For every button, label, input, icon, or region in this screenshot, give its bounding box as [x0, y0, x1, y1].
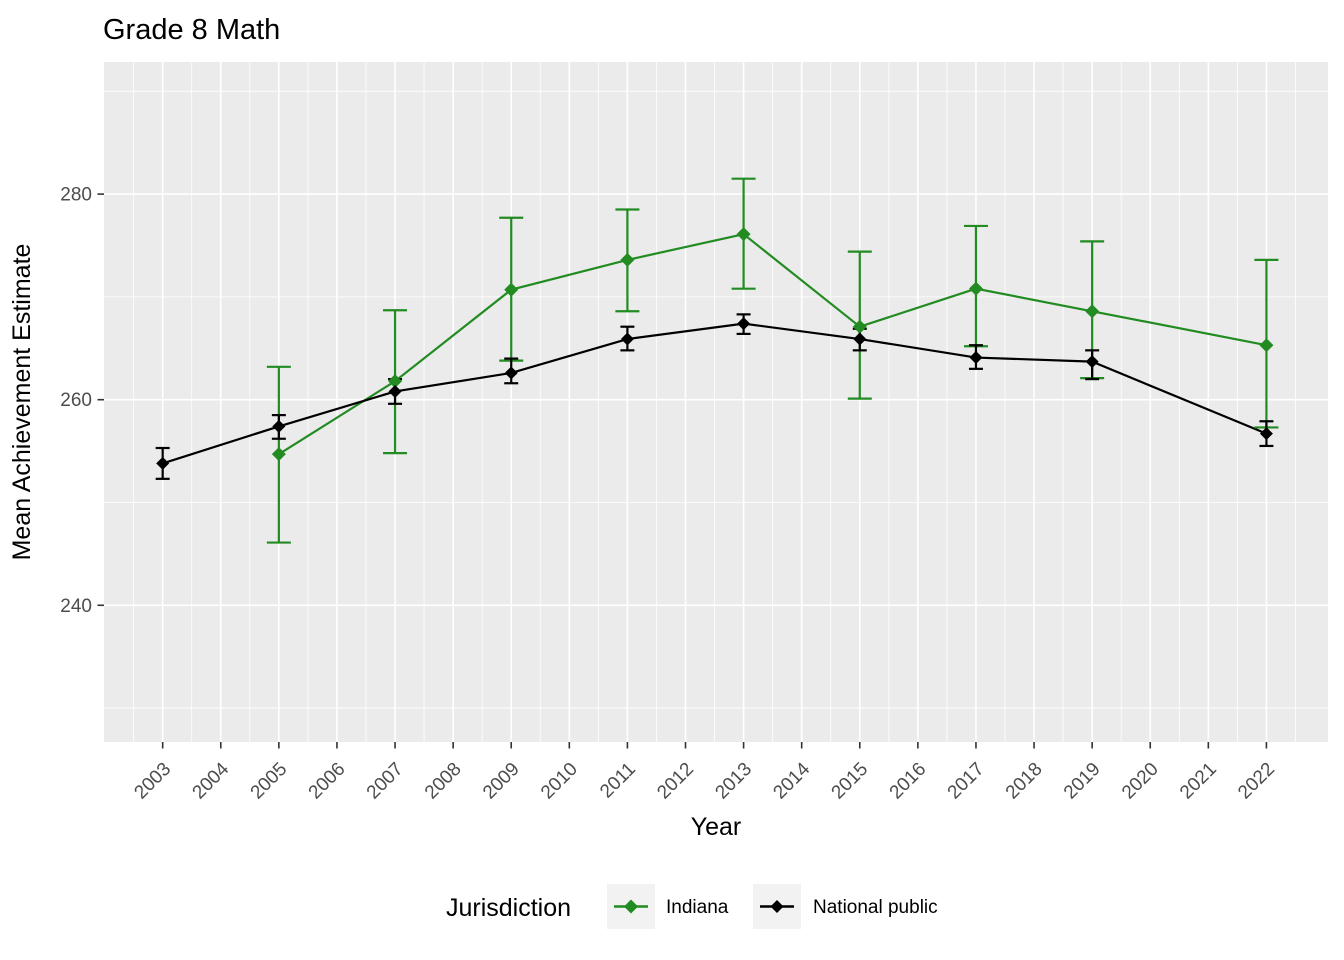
series-line-national-public — [162, 322, 1267, 465]
x-tick-label: 2003 — [130, 759, 175, 804]
data-point — [156, 456, 170, 470]
y-axis-title: Mean Achievement Estimate — [8, 244, 36, 561]
chart-title: Grade 8 Math — [103, 14, 280, 46]
x-tick-label: 2006 — [305, 759, 350, 804]
data-point — [388, 384, 402, 398]
x-tick-label: 2022 — [1234, 759, 1279, 804]
x-tick-label: 2013 — [711, 759, 756, 804]
data-point — [1259, 427, 1273, 441]
x-tick-label: 2015 — [828, 759, 873, 804]
data-point — [736, 227, 751, 242]
data-point — [504, 366, 518, 380]
x-tick-label: 2009 — [479, 759, 524, 804]
x-tick-label: 2014 — [769, 758, 814, 803]
data-points — [156, 227, 1274, 470]
data-point — [1085, 304, 1100, 319]
legend-label-national-public: National public — [813, 897, 938, 918]
data-point — [504, 282, 519, 297]
x-tick-label: 2010 — [537, 759, 582, 804]
data-point — [737, 317, 751, 331]
x-tick-label: 2021 — [1176, 759, 1221, 804]
y-tick-label: 280 — [60, 185, 92, 206]
x-tick-label: 2007 — [363, 759, 408, 804]
x-tick-label: 2005 — [247, 759, 292, 804]
legend: Jurisdiction Indiana National public — [446, 884, 938, 929]
minor-gridlines — [104, 62, 1328, 742]
data-point — [969, 351, 983, 365]
data-point — [388, 374, 403, 389]
x-tick-label: 2017 — [944, 759, 989, 804]
data-point — [620, 332, 634, 346]
x-tick-label: 2019 — [1060, 759, 1105, 804]
legend-label-indiana: Indiana — [666, 897, 729, 918]
x-tick-label: 2020 — [1118, 759, 1163, 804]
legend-key-marker — [770, 900, 784, 913]
data-point — [853, 332, 867, 346]
data-point — [272, 419, 286, 433]
x-tick-label: 2012 — [653, 759, 698, 804]
x-tick-label: 2004 — [189, 758, 234, 803]
axis-tick-marks — [97, 193, 1268, 749]
y-tick-label: 260 — [60, 390, 92, 411]
x-tick-label: 2011 — [596, 759, 640, 803]
y-tick-label: 240 — [60, 596, 92, 617]
data-point — [1085, 355, 1099, 369]
x-tick-label: 2008 — [421, 759, 466, 804]
y-axis-tick-labels: 240 260 280 — [60, 185, 92, 617]
data-point — [1259, 338, 1274, 353]
data-point — [968, 281, 983, 296]
legend-title: Jurisdiction — [446, 894, 571, 922]
plot-panel — [104, 62, 1328, 742]
x-axis-title: Year — [691, 813, 742, 841]
data-point — [852, 319, 867, 334]
x-tick-label: 2018 — [1002, 759, 1047, 804]
legend-key-marker — [624, 899, 638, 914]
x-tick-label: 2016 — [886, 759, 931, 804]
data-point — [271, 447, 286, 462]
data-point — [620, 252, 635, 267]
x-axis-tick-labels: 2003 2004 2005 2006 2007 2008 2009 2010 2011 2012… — [130, 758, 1278, 803]
